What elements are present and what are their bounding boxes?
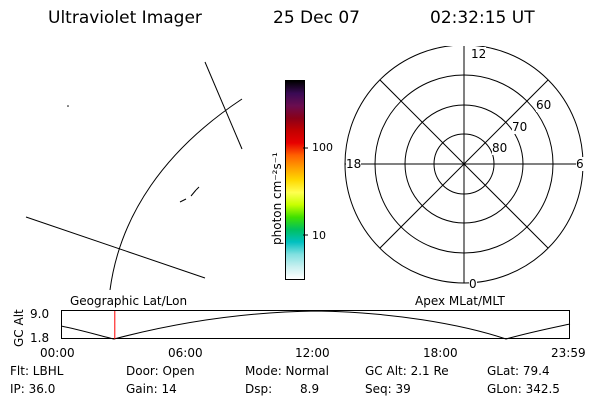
map-dot — [67, 105, 69, 107]
mode-info: Mode: Normal — [245, 364, 329, 378]
door-info: Door: Open — [126, 364, 195, 378]
x-tick-0000: 00:00 — [40, 346, 75, 360]
x-tick-1800: 18:00 — [423, 346, 458, 360]
y-tick-top: 9.0 — [30, 307, 50, 321]
geographic-map — [25, 61, 243, 290]
map-mark-1 — [179, 198, 187, 203]
altitude-curve — [61, 310, 571, 340]
time-label: 02:32:15 UT — [430, 8, 535, 28]
gc-alt-axis-label: GC Alt — [12, 309, 26, 347]
gc-alt-info: GC Alt: 2.1 Re — [365, 364, 449, 378]
color-scale-bar — [285, 80, 305, 280]
polar-label-6: 6 — [576, 157, 584, 171]
map-line-upper — [204, 61, 243, 150]
ip-info: IP: 36.0 — [10, 382, 56, 396]
timeline-frame — [61, 310, 570, 339]
instrument-title: Ultraviolet Imager — [48, 8, 202, 28]
altitude-timeline — [61, 310, 571, 340]
map-mark-2 — [190, 189, 197, 197]
seq-info: Seq: 39 — [365, 382, 411, 396]
polar-label-80: 80 — [492, 141, 508, 155]
date-label: 25 Dec 07 — [273, 8, 360, 28]
polar-label-70: 70 — [512, 120, 528, 134]
polar-label-0: 0 — [469, 277, 477, 291]
polar-label-60: 60 — [536, 98, 552, 112]
map-line-lower — [25, 216, 206, 279]
filter-info: Flt: LBHL — [10, 364, 64, 378]
x-tick-2359: 23:59 — [551, 346, 586, 360]
colorbar-tick-10: 10 — [312, 229, 326, 242]
map-mark-3 — [195, 186, 200, 191]
colorbar-ticks — [303, 147, 308, 236]
y-tick-bottom: 1.8 — [30, 331, 50, 345]
apex-label: Apex MLat/MLT — [415, 294, 505, 308]
glat-info: GLat: 79.4 — [487, 364, 550, 378]
polar-label-12: 12 — [471, 47, 487, 61]
glon-info: GLon: 342.5 — [487, 382, 560, 396]
map-boundary-arc — [109, 98, 243, 290]
x-tick-0600: 06:00 — [168, 346, 203, 360]
dsp-info-value: 8.9 — [300, 382, 320, 396]
polar-plot — [344, 46, 584, 284]
polar-label-18: 18 — [346, 157, 362, 171]
x-tick-1200: 12:00 — [295, 346, 330, 360]
gain-info: Gain: 14 — [126, 382, 177, 396]
colorbar-tick-100: 100 — [312, 141, 333, 154]
geographic-label: Geographic Lat/Lon — [70, 294, 188, 308]
colorbar-unit-label: photon cm⁻²s⁻¹ — [270, 152, 284, 245]
polar-diagonal-2 — [379, 79, 549, 249]
dsp-info-label: Dsp: — [245, 382, 273, 396]
